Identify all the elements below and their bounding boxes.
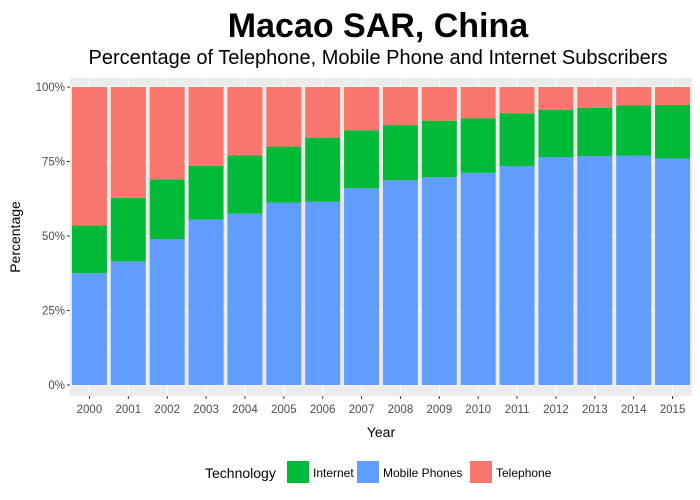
y-tick-label: 25% xyxy=(42,306,65,318)
y-axis: 0% 25% 50% 75% 100% xyxy=(36,82,70,392)
bar-telephone-2005 xyxy=(266,87,302,147)
bar-internet-2015 xyxy=(655,104,691,159)
bar-mobile-phones-2002 xyxy=(149,238,185,385)
bar-internet-2000 xyxy=(71,225,107,274)
legend-label-telephone: Telephone xyxy=(496,466,552,480)
y-tick-label: 100% xyxy=(36,82,65,94)
bar-mobile-phones-2001 xyxy=(110,261,146,385)
bar-internet-2010 xyxy=(460,118,496,173)
x-tick-label: 2001 xyxy=(116,404,142,416)
bar-telephone-2011 xyxy=(499,87,535,114)
bar-mobile-phones-2008 xyxy=(382,180,418,385)
bar-internet-2002 xyxy=(149,179,185,239)
x-tick-label: 2007 xyxy=(349,404,375,416)
y-tick-label: 75% xyxy=(42,157,65,169)
bar-internet-2008 xyxy=(382,125,418,181)
bar-telephone-2000 xyxy=(71,87,107,226)
bar-mobile-phones-2007 xyxy=(344,188,380,385)
x-tick-label: 2008 xyxy=(388,404,414,416)
bar-internet-2011 xyxy=(499,113,535,166)
bar-mobile-phones-2000 xyxy=(71,273,107,385)
bar-internet-2012 xyxy=(538,109,574,158)
bar-mobile-phones-2004 xyxy=(227,213,263,385)
x-tick-label: 2002 xyxy=(154,404,180,416)
bar-telephone-2004 xyxy=(227,87,263,156)
legend-title: Technology xyxy=(205,465,276,481)
bar-mobile-phones-2015 xyxy=(655,158,691,385)
bar-internet-2005 xyxy=(266,146,302,203)
bar-internet-2003 xyxy=(188,165,224,220)
bar-telephone-2001 xyxy=(110,87,146,198)
bar-telephone-2012 xyxy=(538,87,574,110)
bar-telephone-2008 xyxy=(382,87,418,126)
bar-telephone-2006 xyxy=(305,87,341,138)
x-tick-label: 2009 xyxy=(427,404,453,416)
bar-mobile-phones-2014 xyxy=(616,155,652,385)
x-tick-label: 2006 xyxy=(310,404,336,416)
bar-internet-2004 xyxy=(227,155,263,214)
bars xyxy=(71,87,691,385)
x-tick-label: 2011 xyxy=(505,404,530,416)
bar-internet-2009 xyxy=(421,120,457,178)
bar-telephone-2003 xyxy=(188,87,224,166)
bar-mobile-phones-2011 xyxy=(499,165,535,385)
bar-internet-2001 xyxy=(110,197,146,262)
bar-telephone-2010 xyxy=(460,87,496,119)
x-tick-label: 2000 xyxy=(77,404,103,416)
bar-mobile-phones-2006 xyxy=(305,201,341,385)
x-tick-label: 2005 xyxy=(271,404,297,416)
x-tick-label: 2014 xyxy=(621,404,647,416)
bar-telephone-2007 xyxy=(344,87,380,131)
legend-swatch-telephone xyxy=(470,461,492,483)
legend-swatch-internet xyxy=(287,461,309,483)
x-axis-title: Year xyxy=(367,424,396,440)
bar-telephone-2002 xyxy=(149,87,185,180)
x-tick-label: 2012 xyxy=(543,404,569,416)
legend: Technology Internet Mobile Phones Telephon… xyxy=(205,461,552,483)
bar-internet-2007 xyxy=(344,130,380,189)
bar-telephone-2009 xyxy=(421,87,457,121)
x-axis: 2000 2001 2002 2003 2004 2005 2006 2007 2008 2009… xyxy=(77,396,686,416)
x-tick-label: 2015 xyxy=(660,404,686,416)
y-axis-title: Percentage xyxy=(7,201,23,273)
bar-internet-2014 xyxy=(616,105,652,156)
x-tick-label: 2010 xyxy=(465,404,491,416)
legend-swatch-mobile-phones xyxy=(357,461,379,483)
bar-mobile-phones-2003 xyxy=(188,219,224,385)
bar-mobile-phones-2013 xyxy=(577,156,613,385)
y-tick-label: 0% xyxy=(48,380,65,392)
bar-telephone-2015 xyxy=(655,87,691,105)
x-tick-label: 2004 xyxy=(232,404,258,416)
legend-label-mobile-phones: Mobile Phones xyxy=(383,466,462,480)
x-tick-label: 2003 xyxy=(193,404,219,416)
bar-internet-2006 xyxy=(305,137,341,202)
bar-telephone-2013 xyxy=(577,87,613,108)
chart-subtitle: Percentage of Telephone, Mobile Phone an… xyxy=(89,47,668,69)
bar-telephone-2014 xyxy=(616,87,652,106)
bar-mobile-phones-2012 xyxy=(538,157,574,385)
bar-internet-2013 xyxy=(577,107,613,157)
chart-title: Macao SAR, China xyxy=(228,7,529,45)
x-tick-label: 2013 xyxy=(582,404,608,416)
legend-label-internet: Internet xyxy=(313,466,354,480)
y-tick-label: 50% xyxy=(42,231,65,243)
bar-mobile-phones-2009 xyxy=(421,177,457,385)
bar-mobile-phones-2005 xyxy=(266,202,302,385)
bar-mobile-phones-2010 xyxy=(460,172,496,385)
